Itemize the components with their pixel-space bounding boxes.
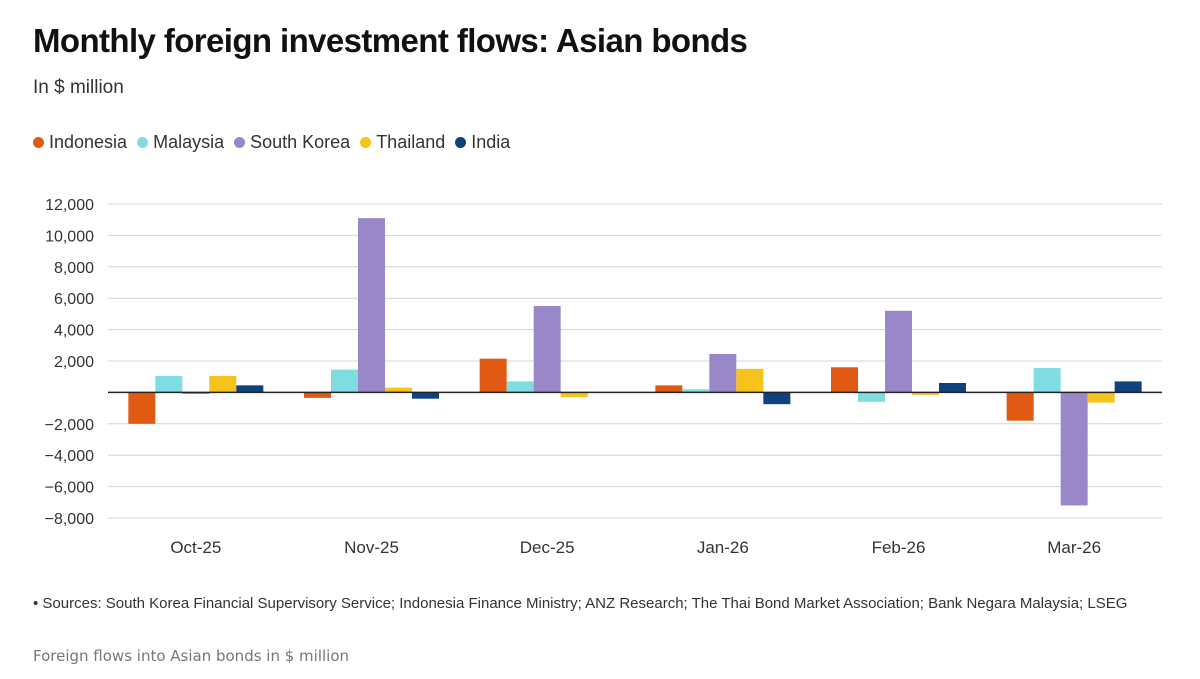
sources-note: • Sources: South Korea Financial Supervi… xyxy=(33,595,1128,612)
legend-label: Indonesia xyxy=(49,132,128,152)
bar-thailand-nov-25 xyxy=(385,387,412,393)
bar-malaysia-feb-26 xyxy=(858,392,885,402)
bar-south-korea-feb-26 xyxy=(885,310,912,393)
bar-malaysia-nov-25 xyxy=(331,369,358,393)
bar-south-korea-oct-25 xyxy=(182,392,210,394)
x-tick-label: Jan-26 xyxy=(697,538,749,557)
bar-malaysia-dec-25 xyxy=(506,381,534,393)
y-tick-label: 6,000 xyxy=(54,291,94,308)
legend-item-india: India xyxy=(455,132,510,153)
bar-thailand-feb-26 xyxy=(912,392,939,395)
bar-malaysia-oct-25 xyxy=(155,375,183,393)
y-tick-label: 2,000 xyxy=(54,354,94,371)
chart-subtitle: In $ million xyxy=(33,77,124,98)
bar-india-nov-25 xyxy=(412,392,439,399)
bar-india-jan-26 xyxy=(763,392,791,405)
bar-south-korea-jan-26 xyxy=(709,353,737,393)
legend-dot-icon xyxy=(455,137,467,148)
y-tick-label: −6,000 xyxy=(45,480,94,497)
bar-south-korea-dec-25 xyxy=(533,306,561,393)
bar-indonesia-jan-26 xyxy=(655,385,683,393)
bar-indonesia-feb-26 xyxy=(831,367,858,393)
bar-india-feb-26 xyxy=(939,382,966,393)
bar-south-korea-mar-26 xyxy=(1060,392,1088,506)
image-caption: Foreign flows into Asian bonds in $ mill… xyxy=(33,647,350,665)
y-tick-label: 8,000 xyxy=(54,260,94,277)
bar-thailand-jan-26 xyxy=(736,368,764,393)
legend-item-malaysia: Malaysia xyxy=(137,132,224,153)
x-tick-label: Oct-25 xyxy=(170,538,221,557)
bar-india-oct-25 xyxy=(236,385,264,393)
y-tick-label: 4,000 xyxy=(54,323,94,340)
legend-item-indonesia: Indonesia xyxy=(33,132,127,153)
bar-india-mar-26 xyxy=(1114,381,1142,393)
x-tick-label: Mar-26 xyxy=(1047,538,1101,557)
x-tick-label: Nov-25 xyxy=(344,538,399,557)
bar-malaysia-mar-26 xyxy=(1033,368,1061,393)
x-tick-label: Feb-26 xyxy=(872,538,926,557)
bar-indonesia-nov-25 xyxy=(304,392,331,398)
legend-label: India xyxy=(471,132,511,152)
y-tick-label: −4,000 xyxy=(45,448,94,465)
legend-label: South Korea xyxy=(250,132,351,152)
bar-thailand-oct-25 xyxy=(209,375,237,393)
bar-chart: 12,000 10,000 8,000 6,000 4,000 2,000 −2,000 −4… xyxy=(45,197,1162,557)
legend-dot-icon xyxy=(234,137,246,148)
y-tick-label: −8,000 xyxy=(45,511,94,528)
bar-south-korea-nov-25 xyxy=(358,218,385,393)
legend: Indonesia Malaysia South Korea Thailand Indi… xyxy=(33,132,510,153)
legend-dot-icon xyxy=(33,137,44,148)
bar-indonesia-dec-25 xyxy=(479,358,507,393)
x-tick-label: Dec-25 xyxy=(520,538,575,557)
legend-label: Thailand xyxy=(376,132,446,152)
legend-dot-icon xyxy=(360,137,372,148)
bar-indonesia-mar-26 xyxy=(1006,392,1034,421)
legend-item-thailand: Thailand xyxy=(360,132,445,153)
y-tick-label: 10,000 xyxy=(45,228,94,245)
legend-label: Malaysia xyxy=(153,132,225,152)
bar-indonesia-oct-25 xyxy=(128,392,156,424)
legend-dot-icon xyxy=(137,137,149,148)
chart-title: Monthly foreign investment flows: Asian … xyxy=(33,22,748,59)
bar-thailand-mar-26 xyxy=(1087,392,1115,403)
bar-thailand-dec-25 xyxy=(560,392,588,398)
y-tick-label: 12,000 xyxy=(45,197,94,214)
legend-item-south-korea: South Korea xyxy=(234,132,350,153)
y-tick-label: −2,000 xyxy=(45,417,94,434)
bar-malaysia-jan-26 xyxy=(682,389,710,393)
